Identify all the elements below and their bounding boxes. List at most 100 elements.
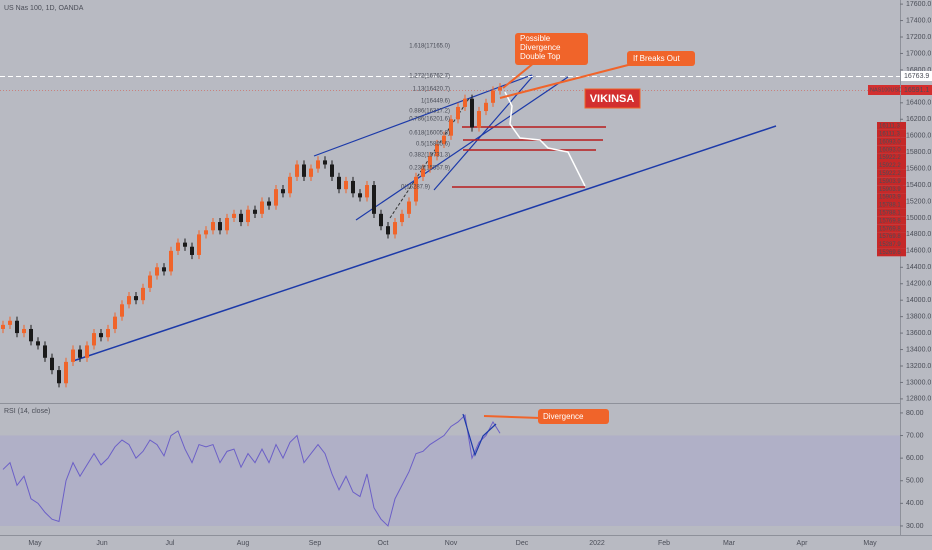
alert-badge (877, 177, 906, 186)
alert-badge (877, 137, 906, 146)
x-tick-label: Jul (166, 540, 175, 547)
alert-badge (877, 153, 906, 162)
y-tick-label: 16000.0 (906, 133, 931, 140)
x-tick-label: Nov (445, 540, 458, 547)
x-tick-label: Aug (237, 540, 250, 547)
alert-badge-label: 15922.2 (879, 155, 901, 161)
candle-body (22, 328, 26, 334)
alert-badge-label: 16093.0 (879, 147, 901, 153)
alert-badge-label: 15269.6 (879, 250, 901, 256)
price-badge-label: 16763.9 (904, 73, 929, 80)
alert-badge-label: 15922.2 (879, 171, 901, 177)
y-tick-label: 14400.0 (906, 264, 931, 271)
candle-body (225, 217, 229, 231)
fib-label: 1.13(16420.7) (413, 87, 450, 93)
candle-body (365, 185, 369, 198)
candle-body (134, 296, 138, 301)
candle-body (267, 201, 271, 206)
alert-badge-label: 16093.0 (879, 139, 901, 145)
candle-body (50, 357, 54, 371)
candle-body (99, 333, 103, 338)
alert-badge (877, 169, 906, 178)
candle-body (309, 168, 313, 177)
y-tick-label: 16800.0 (906, 67, 931, 74)
candle-body (155, 267, 159, 276)
candle-body (379, 213, 383, 227)
candle-body (316, 160, 320, 169)
y-tick-label: 60.00 (906, 455, 924, 462)
y-tick-label: 40.00 (906, 500, 924, 507)
price-badge-label: 16591.1 (904, 87, 929, 94)
brand-text: VIKINSA (590, 93, 635, 105)
candle-body (442, 135, 446, 144)
y-tick-label: 17000.0 (906, 50, 931, 57)
y-tick-label: 13400.0 (906, 346, 931, 353)
y-tick-label: 80.00 (906, 410, 924, 417)
alert-badge (877, 248, 906, 257)
candle-body (295, 164, 299, 177)
callout-text: Divergence (543, 412, 584, 421)
y-tick-label: 14600.0 (906, 248, 931, 255)
fib-label: 1.272(16762.7) (409, 74, 450, 80)
candle-body (183, 242, 187, 247)
callout-pointer (483, 415, 541, 419)
candle-body (85, 345, 89, 358)
y-tick-label: 13600.0 (906, 330, 931, 337)
candle-body (449, 119, 453, 136)
x-tick-label: Mar (723, 540, 736, 547)
alert-badge-label: 16111.3 (879, 124, 900, 130)
candle-body (176, 242, 180, 251)
wedge-line (433, 75, 534, 191)
alert-badge-label: 15788.1 (879, 203, 901, 209)
candle-body (29, 328, 33, 342)
price-badge (901, 71, 932, 81)
fib-label: 0.786(16201.6) (409, 117, 450, 123)
y-tick-label: 15600.0 (906, 165, 931, 172)
alert-badge (877, 193, 906, 201)
fib-label: 1.618(17165.0) (409, 44, 450, 50)
candle-body (239, 213, 243, 223)
candle-body (162, 267, 166, 272)
candle-body (253, 209, 257, 214)
candle-body (351, 180, 355, 194)
x-tick-label: Jun (96, 540, 107, 547)
candle-body (204, 230, 208, 235)
candle-body (15, 320, 19, 334)
y-tick-label: 50.00 (906, 478, 924, 485)
callout-text: Possible Divergence Double Top (520, 34, 561, 61)
channel-bottom (355, 76, 569, 221)
fib-label: 1(16449.6) (421, 99, 450, 105)
candle-body (211, 222, 215, 231)
rsi-title: RSI (14, close) (4, 408, 50, 415)
fib-label: 0.236(15557.9) (409, 166, 450, 172)
y-tick-label: 15800.0 (906, 149, 931, 156)
alert-badge-label: 15287.9 (879, 242, 901, 248)
alert-badge-label: 16111.3 (879, 131, 900, 137)
candle-body (358, 193, 362, 198)
candle-body (113, 316, 117, 329)
y-tick-label: 17200.0 (906, 34, 931, 41)
x-tick-label: Feb (658, 540, 670, 547)
alert-badge-label: 15903.9 (879, 195, 901, 201)
candle-body (344, 180, 348, 190)
channel-top (313, 74, 533, 157)
candle-body (407, 201, 411, 214)
candle-body (148, 275, 152, 288)
candle-body (260, 201, 264, 214)
fib-label: 0.886(16317.2) (409, 109, 450, 115)
candle-body (421, 168, 425, 177)
candle-body (57, 370, 61, 384)
fib-label: 0.618(16005.8) (409, 131, 450, 137)
alert-badge-label: 15788.1 (879, 210, 901, 216)
y-tick-label: 16200.0 (906, 116, 931, 123)
x-tick-label: May (28, 540, 42, 547)
y-tick-label: 70.00 (906, 432, 924, 439)
candle-body (435, 143, 439, 157)
candle-body (106, 328, 110, 338)
alert-badge (877, 224, 906, 233)
candle-body (414, 176, 418, 202)
candle-body (64, 361, 68, 384)
y-tick-label: 14000.0 (906, 297, 931, 304)
candle-body (232, 213, 236, 218)
